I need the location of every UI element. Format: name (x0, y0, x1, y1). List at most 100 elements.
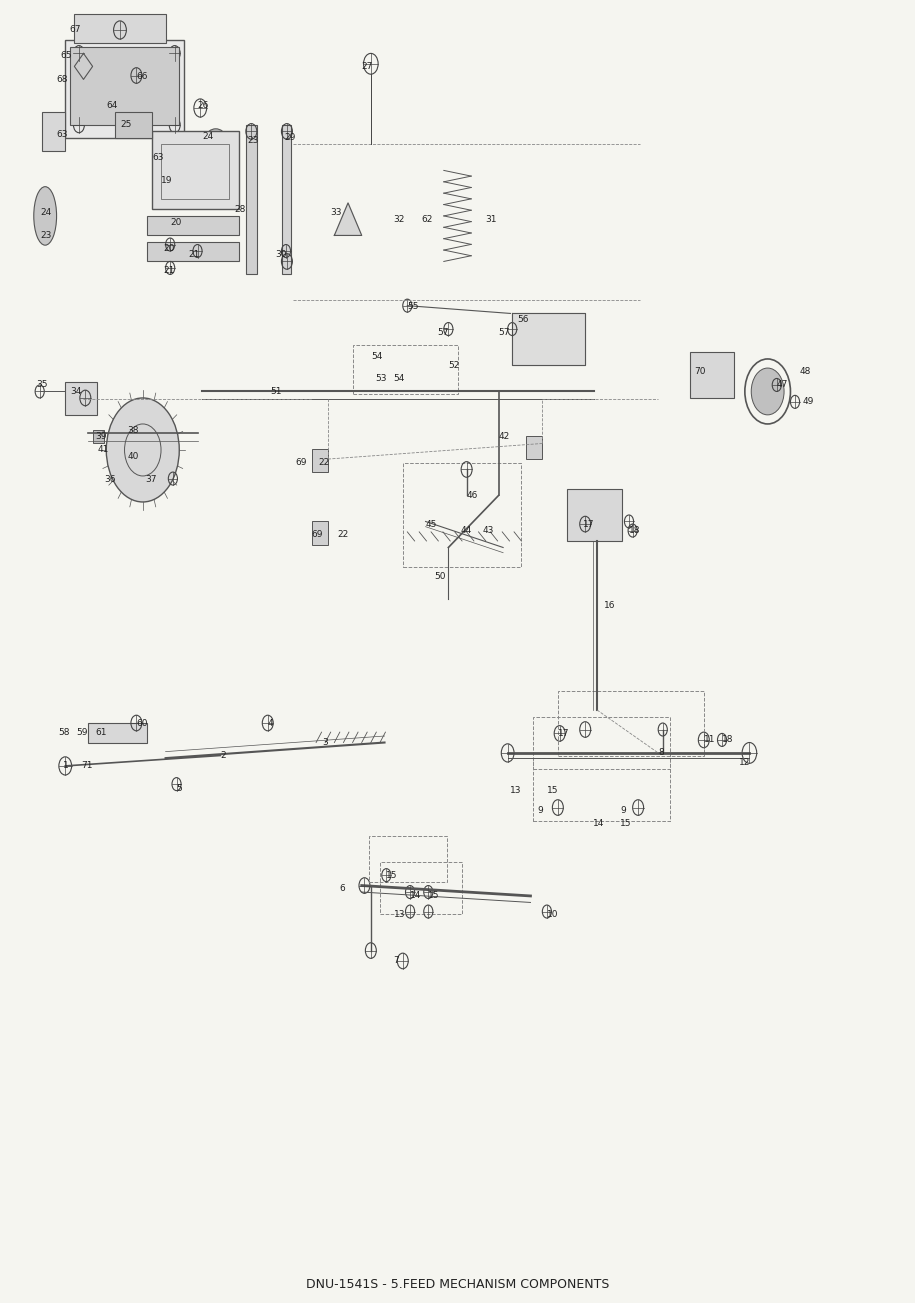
Text: 43: 43 (483, 526, 494, 536)
Bar (369, 837, 447, 882)
Text: 39: 39 (95, 433, 107, 442)
Bar (147, 242, 239, 262)
Text: 44: 44 (460, 526, 471, 536)
Text: 10: 10 (547, 909, 558, 919)
Text: 32: 32 (393, 215, 405, 224)
Text: 5: 5 (177, 783, 182, 792)
Text: 51: 51 (271, 387, 282, 396)
Polygon shape (74, 53, 92, 79)
Bar (152, 132, 239, 210)
Bar (380, 863, 462, 915)
Text: 40: 40 (127, 452, 139, 461)
Text: 60: 60 (136, 718, 148, 727)
Bar (558, 691, 704, 756)
Text: 50: 50 (435, 572, 447, 581)
Text: 54: 54 (371, 352, 382, 361)
Bar (352, 345, 458, 394)
Text: 13: 13 (393, 909, 405, 919)
Text: 55: 55 (407, 302, 419, 311)
Text: 66: 66 (136, 72, 148, 81)
Text: 25: 25 (120, 120, 132, 129)
Bar (65, 40, 184, 138)
Text: 26: 26 (198, 100, 209, 109)
Text: 41: 41 (97, 446, 109, 455)
Text: 15: 15 (386, 870, 398, 880)
Ellipse shape (34, 186, 57, 245)
Text: 23: 23 (40, 231, 52, 240)
Text: 15: 15 (619, 818, 631, 827)
Text: 48: 48 (800, 367, 811, 377)
Text: 65: 65 (60, 52, 72, 60)
Text: 46: 46 (467, 491, 478, 500)
Text: 22: 22 (337, 530, 349, 539)
Text: 14: 14 (593, 818, 604, 827)
Text: 24: 24 (40, 207, 52, 216)
Text: 9: 9 (619, 805, 626, 814)
Text: 36: 36 (104, 476, 116, 485)
Text: 19: 19 (161, 176, 173, 185)
Bar (161, 145, 230, 199)
Text: 23: 23 (248, 136, 259, 145)
Bar (403, 463, 522, 567)
Text: 57: 57 (437, 328, 449, 337)
Text: 47: 47 (777, 380, 788, 390)
Text: 58: 58 (58, 727, 70, 736)
Bar (115, 112, 152, 138)
Text: 69: 69 (296, 459, 307, 468)
Text: 30: 30 (275, 250, 286, 259)
Text: 24: 24 (202, 132, 213, 141)
Text: 15: 15 (428, 891, 440, 900)
Text: 22: 22 (318, 459, 330, 468)
Text: 9: 9 (538, 805, 544, 814)
Bar (533, 758, 670, 821)
Polygon shape (334, 203, 361, 236)
Text: 70: 70 (694, 367, 706, 377)
Bar (283, 125, 292, 275)
Text: 37: 37 (145, 476, 157, 485)
Text: 61: 61 (95, 727, 107, 736)
Text: 28: 28 (234, 205, 245, 214)
Text: 56: 56 (517, 315, 528, 324)
Text: 7: 7 (393, 956, 399, 966)
Text: 33: 33 (329, 207, 341, 216)
Text: 2: 2 (221, 751, 226, 760)
Text: 52: 52 (448, 361, 459, 370)
Bar (65, 382, 97, 414)
Text: 62: 62 (421, 215, 433, 224)
Bar (74, 14, 166, 43)
Bar (533, 717, 670, 769)
Text: 20: 20 (170, 218, 181, 227)
Bar (88, 723, 147, 743)
Bar (526, 435, 543, 459)
Text: 16: 16 (604, 602, 615, 611)
Text: 42: 42 (499, 433, 510, 442)
Text: 4: 4 (268, 718, 274, 727)
Circle shape (106, 397, 179, 502)
Text: 53: 53 (375, 374, 387, 383)
Text: 3: 3 (322, 737, 328, 747)
Text: 13: 13 (511, 786, 522, 795)
Text: 54: 54 (393, 374, 405, 383)
Text: 38: 38 (127, 426, 139, 435)
Text: 45: 45 (425, 520, 437, 529)
Polygon shape (512, 314, 586, 365)
Text: 11: 11 (704, 735, 716, 744)
Text: 49: 49 (802, 397, 813, 407)
Text: 20: 20 (164, 244, 175, 253)
Text: 27: 27 (361, 63, 373, 70)
Ellipse shape (207, 129, 225, 145)
Text: 21: 21 (188, 250, 199, 259)
Text: 29: 29 (285, 133, 296, 142)
Text: 18: 18 (629, 526, 640, 536)
Text: 67: 67 (70, 26, 81, 34)
Text: 6: 6 (339, 883, 345, 893)
Bar (311, 448, 328, 472)
Text: 34: 34 (70, 387, 81, 396)
Bar (246, 125, 257, 275)
Text: 69: 69 (311, 530, 323, 539)
Text: 57: 57 (499, 328, 510, 337)
Text: 63: 63 (56, 129, 68, 138)
Bar (690, 352, 734, 397)
Text: 12: 12 (738, 757, 749, 766)
Bar (567, 489, 621, 541)
